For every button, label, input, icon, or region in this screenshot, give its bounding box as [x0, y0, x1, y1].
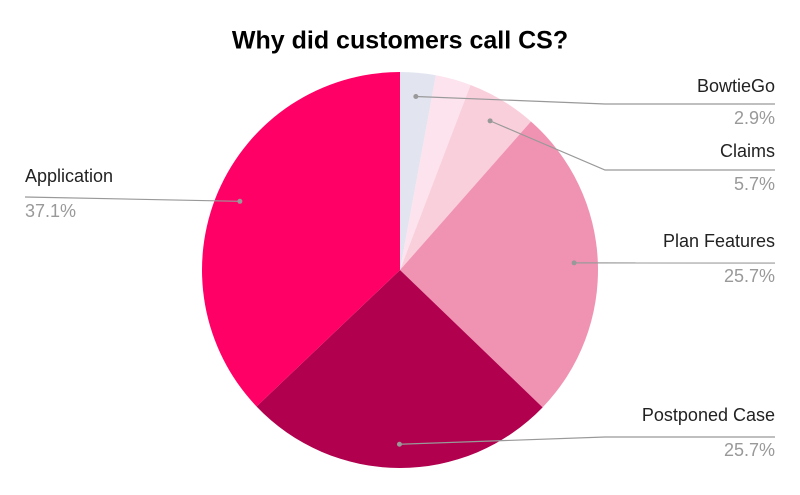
- leader-dot: [487, 118, 493, 124]
- slice-label: Application: [25, 166, 113, 186]
- slice-value: 25.7%: [724, 266, 775, 286]
- slice-label: Claims: [720, 141, 775, 161]
- pie-slice: [400, 72, 436, 270]
- pie-slice: [256, 270, 543, 468]
- leader-line: [415, 95, 775, 105]
- slice-value: 2.9%: [734, 108, 775, 128]
- slice-label: BowtieGo: [697, 76, 775, 96]
- leader-line: [399, 436, 775, 445]
- leader-dot: [396, 441, 402, 447]
- slice-label: Postponed Case: [642, 405, 775, 425]
- slice-value: 37.1%: [25, 201, 76, 221]
- slice-value: 5.7%: [734, 174, 775, 194]
- pie-slice: [400, 85, 531, 270]
- pie-slice: [400, 121, 598, 408]
- leader-line: [24, 196, 240, 202]
- slice-label: Plan Features: [663, 231, 775, 251]
- leader-dot: [571, 260, 577, 266]
- slice-value: 25.7%: [724, 440, 775, 460]
- pie-slice: [202, 72, 400, 407]
- pie-slice: [400, 75, 471, 270]
- chart-title: Why did customers call CS?: [232, 27, 568, 55]
- leader-line: [489, 120, 775, 171]
- leader-dot: [413, 93, 419, 99]
- leader-dot: [237, 198, 243, 204]
